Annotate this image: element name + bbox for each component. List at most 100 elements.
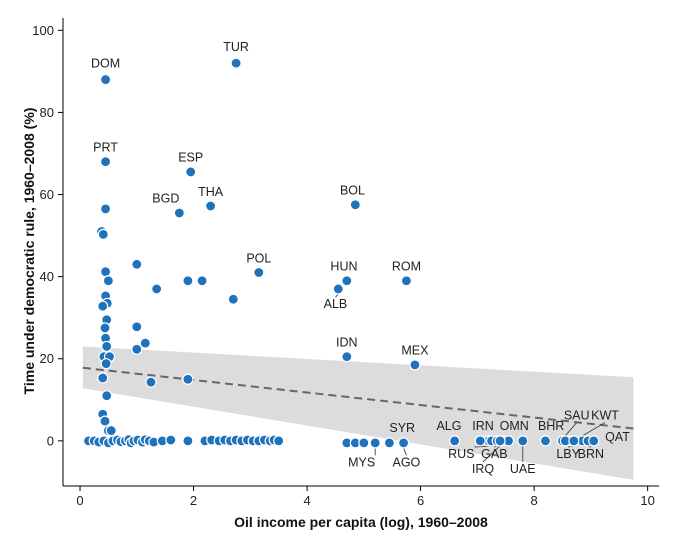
data-point-syr [383,437,395,449]
data-point [139,337,151,349]
data-point-pol [253,266,265,279]
data-point-hun [341,275,353,287]
point-label-prt: PRT [93,140,118,154]
data-point-mex [409,359,421,371]
data-point-rom [400,275,413,287]
data-point-esp [185,166,197,178]
point-label-ago: AGO [393,455,421,469]
data-point [358,437,370,449]
data-point [182,373,194,385]
point-label-alg: ALG [436,419,461,433]
data-point-irq [494,435,506,447]
point-label-uae: UAE [510,462,536,476]
x-tick-label: 8 [531,493,538,508]
point-label-gab: GAB [481,447,507,461]
point-label-syr: SYR [389,421,415,435]
data-point-qat [588,435,600,447]
data-point [105,424,117,437]
point-label-bol: BOL [340,184,365,198]
point-label-idn: IDN [336,335,358,349]
x-tick-label: 6 [417,493,424,508]
data-point-bol [349,199,361,211]
data-point [182,435,194,447]
y-tick-label: 60 [40,187,54,202]
y-tick-label: 0 [47,433,54,448]
trend-line [82,366,634,430]
point-label-tha: THA [198,185,224,199]
point-label-hun: HUN [330,259,357,273]
point-label-rom: ROM [392,259,421,273]
point-label-mys: MYS [348,455,375,469]
data-point [131,258,143,270]
data-point-ago [397,437,410,449]
x-axis-title: Oil income per capita (log), 1960–2008 [234,514,488,530]
y-axis-title: Time under democratic rule, 1960–2008 (%… [21,108,37,395]
x-tick-label: 2 [190,493,197,508]
data-point [97,300,109,312]
data-point-bhr [539,435,552,447]
point-label-pol: POL [246,251,271,265]
label-connector [582,422,606,437]
data-point [131,343,143,355]
point-label-bhr: BHR [538,419,564,433]
x-tick-label: 4 [303,493,310,508]
data-point [131,321,143,333]
x-tick-label: 0 [76,493,83,508]
point-label-qat: QAT [605,430,630,444]
point-label-rus: RUS [448,447,474,461]
data-point-tha [204,200,217,212]
point-label-irq: IRQ [472,462,495,476]
data-point [100,358,112,370]
point-label-tur: TUR [223,40,249,54]
data-point-dom [99,73,112,86]
label-connector [565,422,578,437]
data-point [102,275,115,287]
y-tick-label: 80 [40,105,54,120]
point-label-mex: MEX [401,344,429,358]
data-point-prt [99,156,112,168]
point-label-dom: DOM [91,56,120,70]
data-point-idn [341,351,353,363]
y-tick-label: 20 [40,351,54,366]
data-point-tur [230,57,242,69]
label-connector [403,447,407,456]
point-label-alb: ALB [324,297,348,311]
label-connector [482,445,501,463]
x-tick-label: 10 [640,493,654,508]
y-tick-label: 40 [40,269,54,284]
data-point [182,275,194,287]
point-label-lby: LBY [556,447,580,461]
data-point-bgd [173,207,185,219]
point-label-esp: ESP [178,151,203,165]
data-point [101,390,113,402]
data-point [145,376,157,388]
data-points [82,57,600,449]
data-point [97,228,109,240]
data-point [151,283,163,295]
data-point-mys [369,437,381,449]
data-point [101,340,113,353]
point-labels: DOM TUR PRT ESP BOL BGD THA POL HUN ROM ALB IDN MEX S… [91,40,630,476]
data-point [99,415,111,427]
point-label-sau: SAU [564,408,590,422]
data-point [196,275,208,287]
data-point-irn [474,435,486,447]
data-point-uae [517,435,529,447]
data-point [99,322,111,334]
point-label-omn: OMN [500,419,529,433]
data-point [99,203,112,215]
data-point [227,293,239,305]
data-point [165,434,177,446]
point-label-irn: IRN [472,419,494,433]
data-point-lby [568,435,580,447]
data-point-alb [332,283,344,295]
point-label-kwt: KWT [591,408,619,422]
data-point-alg [449,435,461,447]
trend-line-layer [82,366,634,430]
data-point [97,372,109,384]
y-tick-label: 100 [32,23,54,38]
point-label-brn: BRN [578,447,604,461]
data-point [273,435,285,447]
